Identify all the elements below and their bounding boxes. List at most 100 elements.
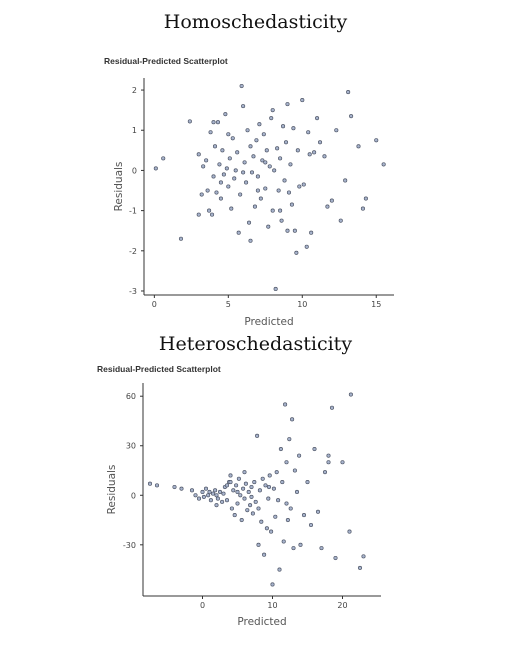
scatter-point bbox=[357, 565, 363, 570]
scatter-point bbox=[334, 128, 339, 133]
scatter-point bbox=[241, 486, 246, 491]
scatter-point bbox=[271, 486, 276, 491]
y-tick-label: -2 bbox=[129, 247, 137, 256]
scatter-point bbox=[304, 244, 309, 249]
scatter-point bbox=[279, 218, 284, 223]
scatter-point bbox=[347, 529, 352, 534]
scatter-point bbox=[252, 204, 257, 209]
scatter-point bbox=[319, 546, 324, 551]
scatter-point bbox=[258, 196, 263, 201]
scatter-point bbox=[172, 484, 177, 490]
scatter-point bbox=[292, 228, 297, 233]
scatter-point bbox=[161, 156, 166, 161]
scatter-point bbox=[206, 493, 211, 498]
scatter-point bbox=[322, 470, 328, 475]
scatter-point bbox=[286, 190, 292, 195]
scatter-point bbox=[260, 158, 265, 163]
x-tick-label: 5 bbox=[226, 300, 231, 309]
y-axis-title: Residuals bbox=[113, 162, 125, 212]
scatter-point bbox=[257, 488, 262, 493]
scatter-point bbox=[238, 192, 243, 197]
scatter-point bbox=[239, 83, 244, 89]
scatter-point bbox=[208, 130, 213, 135]
scatter-point bbox=[263, 160, 268, 165]
scatter-point bbox=[229, 506, 234, 511]
scatter-point bbox=[278, 208, 283, 213]
scatter-point bbox=[200, 489, 205, 495]
scatter-point bbox=[249, 484, 254, 490]
y-tick-label: -1 bbox=[129, 207, 137, 216]
scatter-point bbox=[292, 468, 297, 473]
scatter-point bbox=[257, 122, 262, 127]
scatter-point bbox=[244, 180, 249, 185]
y-tick-label: 0 bbox=[132, 166, 137, 175]
scatter-point bbox=[245, 508, 250, 513]
scatter-point bbox=[235, 489, 240, 495]
scatter-point bbox=[270, 108, 275, 113]
scatter-point bbox=[238, 493, 243, 498]
scatter-point bbox=[273, 514, 278, 519]
scatter-point bbox=[201, 494, 206, 499]
scatter-point bbox=[228, 480, 233, 485]
scatter-point bbox=[221, 172, 226, 177]
scatter-point bbox=[274, 470, 279, 475]
scatter-point bbox=[348, 392, 353, 397]
scatter-point bbox=[221, 491, 226, 496]
x-tick-label: 15 bbox=[371, 300, 381, 309]
x-tick-label: 10 bbox=[297, 300, 307, 309]
scatter-point bbox=[230, 136, 235, 141]
scatter-point bbox=[338, 218, 343, 223]
scatter-point bbox=[252, 480, 257, 485]
scatter-point bbox=[264, 526, 269, 531]
scatter-point bbox=[227, 156, 232, 161]
scatter-point bbox=[269, 116, 274, 121]
scatter-point bbox=[153, 166, 158, 171]
scatter-point bbox=[218, 196, 223, 201]
scatter-point bbox=[349, 114, 354, 119]
scatter-point bbox=[205, 188, 210, 193]
scatter-point bbox=[283, 140, 289, 145]
scatter-point bbox=[234, 483, 239, 488]
scatterplot-heteroscedastic: 0 10 20 60 30 0 -30 Predicted Residuals bbox=[106, 383, 381, 628]
scatter-point bbox=[245, 128, 250, 133]
scatter-point bbox=[203, 486, 209, 491]
scatter-point bbox=[241, 170, 246, 175]
scatter-point bbox=[262, 552, 267, 557]
scatter-point bbox=[297, 184, 302, 189]
y-tick-label: 60 bbox=[126, 392, 136, 401]
scatter-point bbox=[259, 519, 264, 524]
scatter-point bbox=[363, 196, 368, 201]
scatter-point bbox=[210, 491, 216, 496]
scatter-point bbox=[223, 112, 228, 117]
scatter-point bbox=[288, 506, 293, 511]
scatter-point bbox=[305, 480, 310, 485]
scatter-point bbox=[282, 178, 287, 183]
scatter-point bbox=[199, 192, 204, 197]
scatter-point bbox=[187, 119, 192, 124]
scatter-point bbox=[285, 228, 290, 233]
scatter-point bbox=[284, 501, 289, 506]
scatter-point bbox=[249, 170, 255, 175]
scatter-point bbox=[255, 433, 260, 438]
scatter-point bbox=[277, 567, 282, 572]
scatter-point bbox=[201, 164, 206, 169]
scatter-point bbox=[283, 402, 288, 407]
scatter-point bbox=[218, 180, 223, 185]
scatter-point bbox=[266, 484, 272, 490]
scatter-point bbox=[322, 154, 327, 159]
scatter-point bbox=[276, 188, 281, 193]
scatter-point bbox=[298, 542, 303, 547]
y-tick-label: -30 bbox=[123, 541, 136, 550]
scatter-point bbox=[214, 503, 219, 508]
scatter-point bbox=[346, 90, 351, 95]
scatter-point bbox=[220, 499, 225, 504]
scatter-point bbox=[264, 148, 269, 153]
scatter-point bbox=[285, 517, 290, 523]
scatter-point bbox=[360, 206, 365, 211]
scatter-point bbox=[220, 148, 225, 153]
scatter-point bbox=[289, 202, 294, 207]
scatter-point bbox=[204, 158, 209, 163]
y-tick-label: 2 bbox=[132, 86, 137, 95]
scatter-point bbox=[209, 212, 215, 217]
